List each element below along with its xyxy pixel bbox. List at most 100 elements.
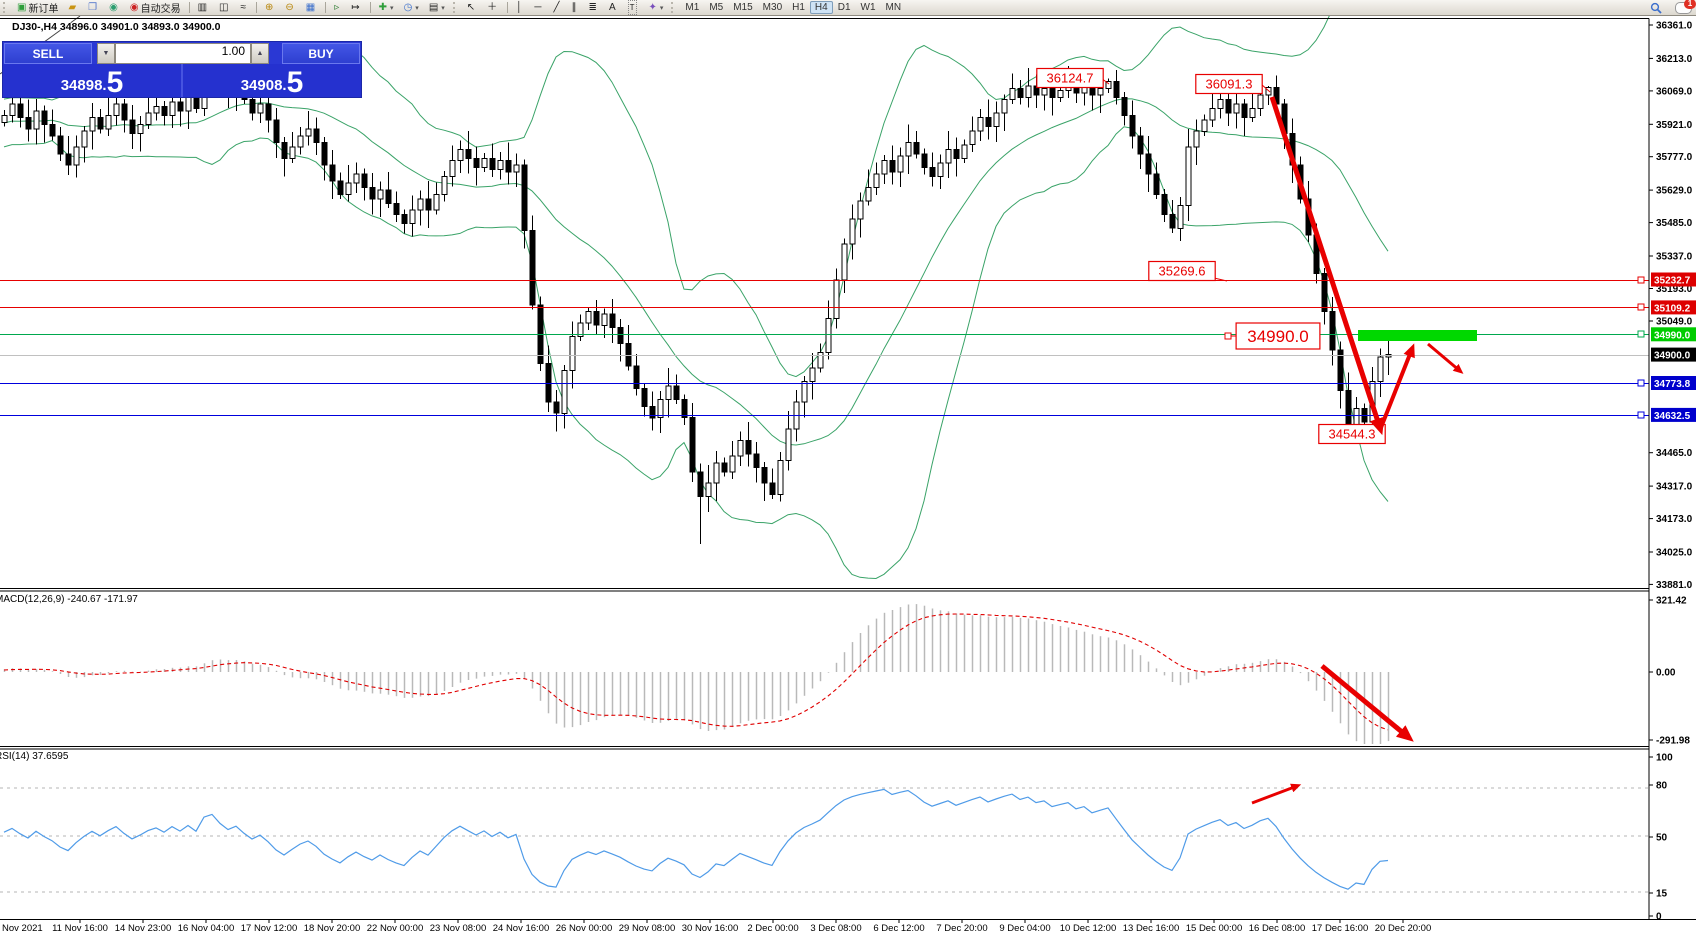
autotrade-button[interactable]: ◉ 自动交易 (126, 0, 185, 15)
cursor-button[interactable]: ↖ (463, 0, 481, 15)
time-axis-label: 11 Nov 16:00 (52, 923, 108, 934)
notification-badge: 1 (1684, 0, 1696, 9)
time-axis-label: 26 Nov 00:00 (556, 923, 613, 934)
toolbar-grip[interactable] (671, 2, 678, 13)
notifications-chat-icon[interactable]: 1 (1675, 0, 1696, 14)
fibonacci-button[interactable]: ≣ (585, 0, 603, 15)
macd-panel (3, 604, 1390, 744)
period-clock-button[interactable]: ◷ ▾ (400, 0, 423, 15)
timeframe-button-m30[interactable]: M30 (762, 2, 783, 13)
timeframe-button-h1[interactable]: H1 (792, 2, 805, 13)
rsi-indicator-label: RSI(14) 37.6595 (0, 751, 69, 762)
time-axis-label: Nov 2021 (2, 923, 43, 934)
text-button[interactable]: A (605, 0, 622, 15)
line-handle (1637, 303, 1645, 311)
crosshair-button[interactable]: ＋ (483, 0, 503, 15)
chart-shift-icon: ↦ (351, 2, 360, 13)
price-callout-box (1036, 67, 1104, 89)
time-axis-label: 14 Nov 23:00 (115, 923, 172, 934)
time-axis-label: 17 Dec 16:00 (1312, 923, 1369, 934)
timeframe-button-w1[interactable]: W1 (860, 2, 876, 13)
timeframe-button-mn[interactable]: MN (885, 2, 902, 13)
sell-price-fraction: 5 (106, 65, 124, 99)
timeframe-button-m15[interactable]: M15 (733, 2, 753, 13)
bar-chart-button[interactable]: ▥ (194, 0, 213, 15)
rsi-axis-tick: 15 (1656, 889, 1668, 900)
templates-icon: ▤ (428, 2, 439, 13)
vertical-line-icon: │ (516, 2, 523, 13)
gold-button[interactable]: ▰ (64, 0, 82, 15)
templates-button[interactable]: ▤ ▾ (425, 0, 449, 15)
new-order-button[interactable]: ▣ 新订单 (13, 0, 62, 15)
macd-axis-tick: 321.42 (1656, 596, 1687, 607)
timeframe-button-h4[interactable]: H4 (809, 1, 833, 14)
vertical-line-button[interactable]: │ (512, 0, 528, 15)
candlestick-icon: ◫ (219, 2, 229, 13)
time-axis-label: 10 Dec 12:00 (1060, 923, 1117, 934)
zoom-out-button[interactable]: ⊖ (281, 0, 299, 15)
macd-axis-tick: 0.00 (1656, 668, 1676, 679)
search-button[interactable] (1646, 0, 1666, 15)
sell-button[interactable]: SELL (4, 43, 92, 64)
add-indicator-button[interactable]: ✚ ▾ (375, 0, 398, 15)
time-axis-label: 20 Dec 20:00 (1375, 923, 1432, 934)
arrows-tool-button[interactable]: ✦ ▾ (645, 0, 668, 15)
callout-anchor-square (1224, 332, 1232, 340)
time-axis: Nov 2021 11 Nov 16:00 14 Nov 23:00 16 Nov 0… (2, 919, 1431, 934)
time-axis-label: 15 Dec 00:00 (1186, 923, 1243, 934)
price-line-axis-label-bg (1651, 327, 1696, 342)
timeframe-button-d1[interactable]: D1 (837, 2, 851, 13)
tile-windows-button[interactable]: ▦ (302, 0, 321, 15)
toolbar-grip[interactable] (3, 2, 10, 13)
chart-profile-button[interactable]: ❐ (84, 0, 103, 15)
lot-increase-button[interactable]: ▲ (251, 43, 269, 64)
price-callout-box (1318, 423, 1386, 445)
rsi-panel (0, 787, 1649, 893)
candlestick-chart-button[interactable]: ◫ (215, 0, 234, 15)
rsi-axis-tick: 80 (1656, 781, 1668, 792)
lot-size-input[interactable]: 1.00 (115, 43, 251, 64)
cursor-icon: ↖ (466, 2, 476, 13)
trendline-button[interactable]: ╱ (550, 0, 566, 15)
price-axis-tick: 35193.0 (1656, 284, 1693, 295)
rsi-axis-tick: 50 (1656, 833, 1668, 844)
price-callout-text: 35269.6 (1159, 264, 1206, 279)
toolbar-separator (325, 2, 327, 13)
macd-signal-line (3, 613, 1389, 731)
text-label-button[interactable]: T (624, 0, 643, 15)
bar-chart-icon: ▥ (197, 2, 208, 13)
panel-borders (0, 18, 1696, 920)
price-line-axis-label: 35109.2 (1654, 303, 1691, 314)
price-axis-tick: 34173.0 (1656, 514, 1693, 525)
chart-shift-button[interactable]: ↦ (347, 0, 365, 15)
line-chart-button[interactable]: ≈ (237, 0, 253, 15)
price-line-axis-label-bg (1651, 272, 1696, 287)
autotrade-label: 自动交易 (140, 4, 181, 15)
lot-decrease-button[interactable]: ▼ (97, 43, 115, 64)
bollinger-lower (3, 126, 1389, 580)
equidistant-channel-button[interactable]: ∥ (568, 0, 583, 15)
price-axis-tick: 35629.0 (1656, 186, 1693, 197)
auto-scroll-button[interactable]: ▹ (330, 0, 345, 15)
toolbar-grip[interactable] (452, 2, 460, 13)
price-axis-tick: 36069.0 (1656, 86, 1693, 97)
sell-price[interactable]: 34898. 5 (3, 64, 181, 97)
buy-price[interactable]: 34908. 5 (181, 64, 361, 97)
horizontal-line-button[interactable]: ─ (530, 0, 547, 15)
timeframe-button-m5[interactable]: M5 (709, 2, 724, 13)
trendline-icon: ╱ (553, 2, 560, 13)
timeframe-button-m1[interactable]: M1 (685, 2, 700, 13)
signal-button[interactable]: ◉ (105, 0, 124, 15)
annotations: 36124.7 36091.3 35269.6 34990.0 34544.3 (1036, 67, 1477, 805)
fibonacci-icon: ≣ (588, 2, 597, 13)
zoom-in-button[interactable]: ⊕ (261, 0, 279, 15)
price-axis-tick: 35049.0 (1656, 317, 1693, 328)
price-callout-text: 34544.3 (1329, 427, 1376, 442)
buy-button[interactable]: BUY (282, 43, 360, 64)
zoom-out-icon: ⊖ (285, 2, 294, 13)
time-axis-label: 29 Nov 08:00 (619, 923, 676, 934)
chart-profile-icon: ❐ (88, 2, 98, 13)
buy-price-fraction: 5 (286, 65, 304, 99)
trend-arrow (1378, 343, 1415, 431)
